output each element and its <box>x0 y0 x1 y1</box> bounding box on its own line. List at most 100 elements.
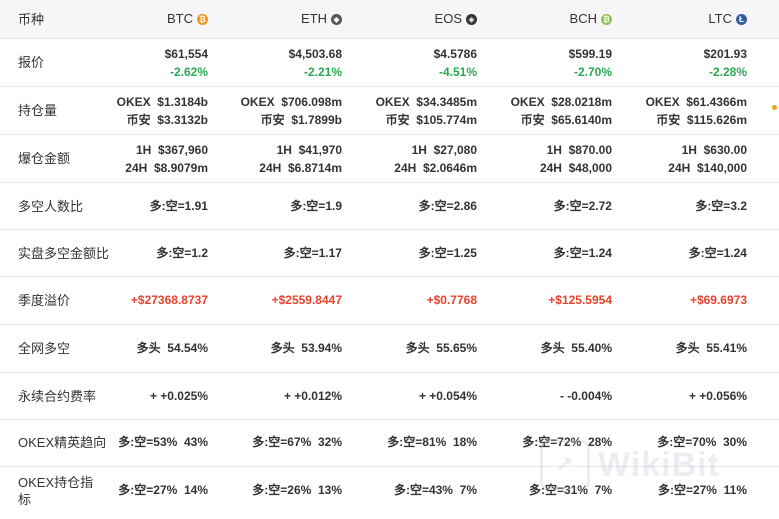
ratio-value: 多:空=1.17 <box>283 246 342 260</box>
liquidation-24h: 24H $6.8714m <box>259 161 342 175</box>
position-ratio: 多:空=27% 11% <box>657 483 747 497</box>
premium-value: +$27368.8737 <box>130 293 208 307</box>
coin-header-ltc[interactable]: LTC Ł <box>617 10 747 28</box>
liquidation-cell: 1H $367,960 24H $8.9079m <box>78 141 208 177</box>
row-label: 永续合约费率 <box>18 389 97 404</box>
coin-header-btc[interactable]: BTC ₿ <box>78 10 208 28</box>
position-ratio: 多:空=31% 7% <box>528 483 612 497</box>
holdings-cell: OKEX $706.098m 币安 $1.7899b <box>212 93 342 129</box>
price-cell: $61,554 -2.62% <box>78 45 208 81</box>
binance-holdings: 币安 $115.626m <box>656 113 747 127</box>
price-cell: $4,503.68 -2.21% <box>212 45 342 81</box>
eos-icon: ◈ <box>466 13 477 25</box>
network-ratio: 多头 55.41% <box>675 341 747 355</box>
premium-value: +$0.7768 <box>426 293 477 307</box>
coin-header-eth[interactable]: ETH ◆ <box>212 10 342 28</box>
price-change: -2.62% <box>169 65 208 79</box>
row-okex-elite: OKEX精英趋向 多:空=53% 43% 多:空=67% 32% 多:空=81%… <box>0 420 779 467</box>
elite-ratio: 多:空=72% 28% <box>522 435 612 449</box>
row-holdings: 持仓量 OKEX $1.3184b 币安 $3.3132b OKEX $706.… <box>0 87 779 135</box>
coin-header-bch[interactable]: BCH ₿ <box>482 10 612 28</box>
okex-holdings: OKEX $706.098m <box>240 95 342 109</box>
ratio-value: 多:空=1.2 <box>156 246 208 260</box>
position-ratio: 多:空=43% 7% <box>393 483 477 497</box>
network-ratio: 多头 54.54% <box>136 341 208 355</box>
coin-name: EOS <box>434 11 462 26</box>
price-value: $61,554 <box>164 47 208 61</box>
bitcoin-cash-icon: ₿ <box>601 13 612 25</box>
price-value: $4.5786 <box>433 47 477 61</box>
coin-name: BTC <box>167 11 193 26</box>
okex-holdings: OKEX $1.3184b <box>116 95 208 109</box>
premium-value: +$2559.8447 <box>271 293 342 307</box>
binance-holdings: 币安 $3.3132b <box>126 113 208 127</box>
row-long-short-amount: 实盘多空金额比 多:空=1.2 多:空=1.17 多:空=1.25 多:空=1.… <box>0 230 779 277</box>
liquidation-24h: 24H $2.0646m <box>394 161 477 175</box>
liquidation-cell: 1H $630.00 24H $140,000 <box>617 141 747 177</box>
row-label: OKEX持仓指标 <box>18 475 94 507</box>
elite-ratio: 多:空=67% 32% <box>252 435 342 449</box>
row-label: 爆仓金额 <box>18 151 71 166</box>
liquidation-1h: 1H $367,960 <box>135 143 208 157</box>
price-change: -4.51% <box>438 65 477 79</box>
ratio-value: 多:空=2.72 <box>553 199 612 213</box>
price-change: -2.70% <box>573 65 612 79</box>
funding-rate-value: + +0.056% <box>688 389 747 403</box>
funding-rate-value: + +0.054% <box>418 389 477 403</box>
holdings-cell: OKEX $61.4366m 币安 $115.626m <box>617 93 747 129</box>
row-network-long-short: 全网多空 多头 54.54% 多头 53.94% 多头 55.65% 多头 55… <box>0 325 779 373</box>
price-value: $201.93 <box>703 47 747 61</box>
litecoin-icon: Ł <box>736 13 747 25</box>
price-value: $599.19 <box>568 47 612 61</box>
okex-holdings: OKEX $28.0218m <box>510 95 612 109</box>
position-ratio: 多:空=27% 14% <box>118 483 208 497</box>
row-label: 多空人数比 <box>18 199 84 214</box>
ratio-value: 多:空=1.9 <box>290 199 342 213</box>
liquidation-24h: 24H $48,000 <box>539 161 612 175</box>
binance-holdings: 币安 $105.774m <box>385 113 477 127</box>
network-ratio: 多头 55.65% <box>405 341 477 355</box>
elite-ratio: 多:空=53% 43% <box>118 435 208 449</box>
row-long-short-people: 多空人数比 多:空=1.91 多:空=1.9 多:空=2.86 多:空=2.72… <box>0 183 779 230</box>
elite-ratio: 多:空=81% 18% <box>387 435 477 449</box>
okex-holdings: OKEX $34.3485m <box>375 95 477 109</box>
funding-rate-value: + +0.025% <box>149 389 208 403</box>
row-label: OKEX精英趋向 <box>18 435 107 450</box>
binance-holdings: 币安 $1.7899b <box>260 113 342 127</box>
liquidation-cell: 1H $870.00 24H $48,000 <box>482 141 612 177</box>
holdings-cell: OKEX $1.3184b 币安 $3.3132b <box>78 93 208 129</box>
row-quarterly-premium: 季度溢价 +$27368.8737 +$2559.8447 +$0.7768 +… <box>0 277 779 325</box>
ratio-value: 多:空=1.24 <box>553 246 612 260</box>
ratio-value: 多:空=3.2 <box>695 199 747 213</box>
liquidation-24h: 24H $140,000 <box>668 161 747 175</box>
premium-value: +$69.6973 <box>689 293 747 307</box>
coin-header-eos[interactable]: EOS ◈ <box>347 10 477 28</box>
row-label: 季度溢价 <box>18 293 71 308</box>
liquidation-cell: 1H $27,080 24H $2.0646m <box>347 141 477 177</box>
elite-ratio: 多:空=70% 30% <box>657 435 747 449</box>
bitcoin-icon: ₿ <box>197 13 208 25</box>
ratio-value: 多:空=1.91 <box>149 199 208 213</box>
overflow-indicator-icon <box>772 105 777 110</box>
binance-holdings: 币安 $65.6140m <box>520 113 612 127</box>
liquidation-1h: 1H $870.00 <box>546 143 612 157</box>
funding-rate-value: - -0.004% <box>559 389 612 403</box>
ratio-value: 多:空=1.25 <box>418 246 477 260</box>
row-label: 持仓量 <box>18 103 58 118</box>
coin-name: LTC <box>708 11 732 26</box>
liquidation-1h: 1H $27,080 <box>411 143 477 157</box>
holdings-cell: OKEX $28.0218m 币安 $65.6140m <box>482 93 612 129</box>
network-ratio: 多头 55.40% <box>540 341 612 355</box>
coin-name: ETH <box>301 11 327 26</box>
liquidation-24h: 24H $8.9079m <box>125 161 208 175</box>
coin-name: BCH <box>569 11 597 26</box>
ratio-value: 多:空=1.24 <box>688 246 747 260</box>
price-change: -2.28% <box>708 65 747 79</box>
liquidation-1h: 1H $630.00 <box>681 143 747 157</box>
position-ratio: 多:空=26% 13% <box>252 483 342 497</box>
price-cell: $4.5786 -4.51% <box>347 45 477 81</box>
coin-column-label: 币种 <box>18 12 45 27</box>
row-label: 报价 <box>18 55 45 70</box>
price-change: -2.21% <box>303 65 342 79</box>
